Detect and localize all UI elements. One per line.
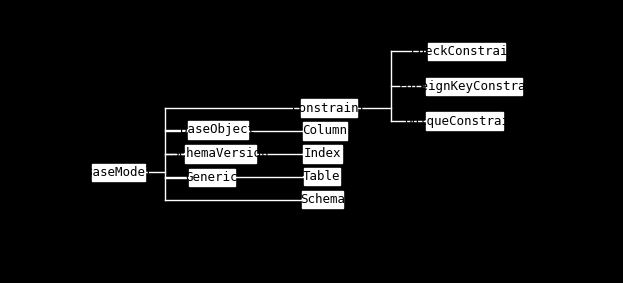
FancyBboxPatch shape — [302, 191, 343, 208]
Text: Generic: Generic — [186, 171, 239, 184]
Text: ForeignKeyConstraint: ForeignKeyConstraint — [399, 80, 549, 93]
FancyBboxPatch shape — [189, 169, 235, 186]
Text: Column: Column — [303, 125, 348, 138]
Text: Schema: Schema — [300, 193, 345, 206]
FancyBboxPatch shape — [303, 122, 347, 140]
FancyBboxPatch shape — [92, 164, 146, 181]
FancyBboxPatch shape — [428, 43, 505, 60]
Text: CheckConstraint: CheckConstraint — [411, 45, 523, 58]
FancyBboxPatch shape — [188, 121, 248, 139]
Text: BaseObject: BaseObject — [181, 123, 255, 136]
FancyBboxPatch shape — [303, 168, 340, 185]
FancyBboxPatch shape — [426, 112, 503, 130]
Text: Index: Index — [304, 147, 341, 160]
Text: UniqueConstraint: UniqueConstraint — [404, 115, 524, 128]
Text: Constraint: Constraint — [292, 102, 366, 115]
FancyBboxPatch shape — [426, 78, 522, 95]
Text: Table: Table — [303, 170, 340, 183]
FancyBboxPatch shape — [301, 99, 357, 117]
FancyBboxPatch shape — [303, 145, 342, 162]
Text: SchemaVersion: SchemaVersion — [171, 147, 269, 160]
Text: BaseModel: BaseModel — [85, 166, 153, 179]
FancyBboxPatch shape — [184, 145, 256, 162]
